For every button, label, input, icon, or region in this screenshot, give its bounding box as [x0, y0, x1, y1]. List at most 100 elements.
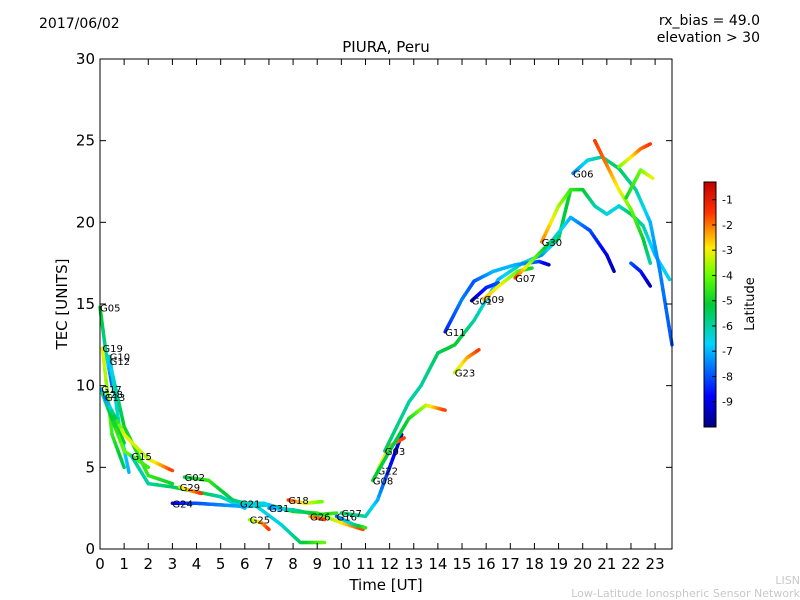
satellite-label: G24 [172, 499, 192, 510]
x-tick-label: 5 [216, 555, 226, 573]
colorbar-tick-label: -8 [722, 370, 733, 383]
x-axis-label: Time [UT] [348, 576, 422, 594]
y-tick-label: 15 [76, 295, 95, 313]
date-label: 2017/06/02 [39, 16, 120, 32]
satellite-label: G10 [110, 352, 130, 363]
satellite-track-segment [647, 258, 653, 265]
satellite-track-segment [167, 467, 175, 473]
satellite-track-segment [358, 526, 365, 532]
satellite-label: G21 [240, 499, 260, 510]
y-tick-label: 10 [76, 377, 95, 395]
satellite-label: G08 [373, 476, 393, 487]
satellite-track-segment [666, 274, 672, 282]
colorbar [703, 181, 717, 428]
colorbar-tick-label: -1 [722, 194, 733, 207]
x-tick-label: 11 [356, 555, 375, 573]
satellite-label: G16 [337, 512, 357, 523]
satellite-track-segment [440, 407, 447, 412]
satellite-track-segment [101, 357, 107, 372]
x-tick-label: 8 [288, 555, 298, 573]
satellite-track-segment [126, 464, 131, 474]
x-tick-label: 19 [549, 555, 568, 573]
y-tick-label: 5 [85, 458, 95, 476]
receiver-info: rx_bias = 49.0 elevation > 30 [657, 13, 760, 47]
satellite-label: G02 [184, 473, 204, 484]
satellite-label: G11 [445, 328, 465, 339]
colorbar-tick-label: -7 [722, 345, 733, 358]
x-tick-label: 14 [428, 555, 447, 573]
colorbar-tick-label: -2 [722, 219, 733, 232]
colorbar-tick-label: -4 [722, 269, 733, 282]
chart-title: PIURA, Peru [342, 38, 429, 56]
colorbar-tick-label: -5 [722, 295, 733, 308]
satellite-track-segment [266, 526, 271, 532]
satellite-track-segment [611, 267, 616, 274]
satellite-label: G25 [250, 516, 270, 527]
x-tick-label: 12 [380, 555, 399, 573]
satellite-label: G23 [455, 369, 475, 380]
x-tick-label: 15 [452, 555, 471, 573]
satellite-track-segment [119, 434, 126, 445]
satellite-label: G31 [269, 504, 289, 515]
satellite-label: G18 [288, 496, 308, 507]
y-tick-label: 0 [85, 540, 95, 558]
y-tick-label: 25 [76, 132, 95, 150]
x-tick-label: 17 [501, 555, 520, 573]
satellite-label: G05 [100, 303, 120, 314]
x-tick-label: 10 [332, 555, 351, 573]
x-tick-label: 16 [477, 555, 496, 573]
satellite-label: G01 [472, 297, 492, 308]
satellite-track-segment [400, 436, 406, 441]
satellite-label: G30 [542, 238, 562, 249]
satellite-label: G29 [180, 483, 200, 494]
satellite-label: G19 [102, 344, 122, 355]
x-tick-label: 6 [240, 555, 250, 573]
credit-long: Low-Latitude Ionospheric Sensor Network [571, 587, 800, 600]
satellite-label: G27 [341, 509, 361, 520]
x-tick-label: 21 [597, 555, 616, 573]
rx-bias-label: rx_bias = 49.0 [658, 13, 760, 29]
colorbar-tick-label: -6 [722, 320, 733, 333]
x-tick-label: 13 [404, 555, 423, 573]
satellite-track-segment [100, 346, 106, 361]
x-tick-label: 3 [168, 555, 178, 573]
x-tick-label: 9 [312, 555, 322, 573]
x-tick-label: 18 [525, 555, 544, 573]
satellite-track-segment [494, 281, 500, 286]
x-tick-label: 23 [646, 555, 665, 573]
satellite-track-segment [167, 480, 175, 486]
y-tick-label: 30 [76, 50, 95, 68]
y-tick-label: 20 [76, 213, 95, 231]
x-tick-label: 2 [143, 555, 153, 573]
satellite-track-segment [647, 282, 653, 288]
satellite-track-segment [104, 378, 109, 394]
satellite-track-segment [475, 347, 481, 353]
satellite-label: G26 [310, 512, 330, 523]
x-tick-label: 0 [95, 555, 105, 573]
satellite-label: G12 [110, 357, 130, 368]
colorbar-tick-label: -3 [722, 244, 733, 257]
colorbar-label: Latitude [743, 277, 758, 331]
colorbar-ticks: -1 -2 -3 -4 -5 -6 -7 -8 -9 [712, 194, 733, 409]
colorbar-tick-label: -9 [722, 396, 733, 409]
satellite-track-segment [120, 461, 126, 470]
x-tick-label: 1 [119, 555, 129, 573]
x-tick-label: 4 [192, 555, 202, 573]
satellite-track-segment [109, 422, 114, 437]
x-tick-label: 7 [264, 555, 274, 573]
network-credit: LISN Low-Latitude Ionospheric Sensor Net… [571, 574, 800, 600]
satellite-track-segment [649, 175, 655, 180]
satellite-label: G28 [102, 390, 122, 401]
x-tick-label: 22 [621, 555, 640, 573]
satellite-track-segment [143, 463, 151, 470]
satellite-label: G15 [131, 452, 151, 463]
satellite-label: G06 [573, 169, 593, 180]
satellite-label: G13 [105, 393, 125, 404]
satellite-label: G22 [378, 467, 398, 478]
satellite-label: G17 [101, 385, 121, 396]
satellite-label: G03 [385, 447, 405, 458]
satellite-track-segment [103, 367, 108, 383]
x-tick-label: 20 [573, 555, 592, 573]
